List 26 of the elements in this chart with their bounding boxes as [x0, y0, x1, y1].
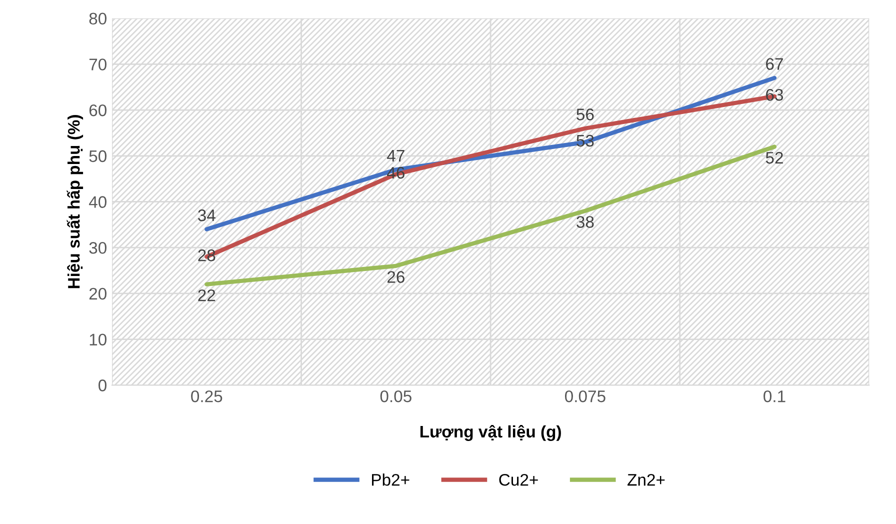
y-tick-label: 10: [90, 334, 106, 346]
legend-label: Zn2+: [628, 474, 665, 486]
legend-label: Cu2+: [499, 474, 538, 486]
y-tick-label: 80: [89, 12, 106, 25]
x-tick-label: 0.25: [191, 390, 222, 402]
y-tick-label: 40: [88, 196, 106, 208]
y-tick-label: 30: [89, 242, 106, 254]
y-tick-label: 0: [98, 380, 106, 392]
x-tick-label: 0.05: [380, 390, 412, 402]
data-label: 56: [576, 108, 594, 120]
x-tick-label: 0.075: [565, 390, 606, 402]
y-tick-label: 70: [89, 58, 106, 70]
y-axis-title: Hiệu suất hấp phụ (%): [66, 115, 84, 288]
data-label: 52: [766, 152, 783, 164]
y-tick-label: 60: [89, 104, 106, 116]
data-label: 34: [198, 209, 216, 222]
data-label: 67: [766, 58, 783, 70]
y-tick-label: 20: [89, 288, 106, 300]
data-label: 38: [576, 216, 594, 228]
data-label: 22: [198, 289, 216, 302]
x-axis-title: Lượng vật liệu (g): [420, 424, 561, 441]
x-tick-label: 0.1: [764, 390, 786, 402]
y-tick-label: 50: [89, 150, 106, 162]
data-label: 47: [387, 150, 404, 162]
legend-label: Pb2+: [372, 474, 410, 486]
data-label: 26: [387, 271, 404, 283]
